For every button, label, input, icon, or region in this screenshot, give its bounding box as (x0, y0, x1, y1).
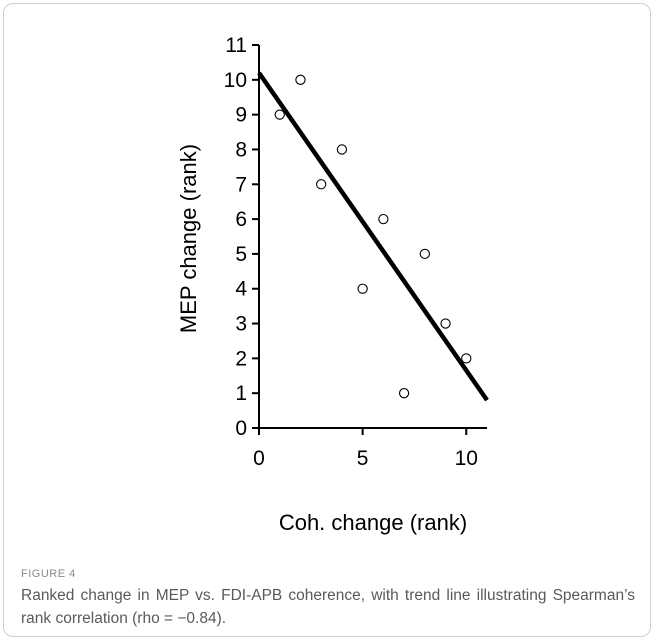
scatter-chart: 0 1 2 3 4 5 6 7 8 9 10 11 0 5 10 Coh. change (rank) MEP … (176, 34, 489, 535)
y-tick-label: 5 (235, 243, 247, 266)
y-tick-label: 3 (235, 313, 247, 336)
y-tick-label: 10 (224, 69, 247, 92)
data-point (461, 353, 472, 364)
figure-frame (3, 3, 651, 637)
y-tick-label: 2 (235, 347, 247, 370)
data-point (357, 283, 368, 294)
x-tick-label: 10 (455, 447, 478, 470)
figure-label: FIGURE 4 (21, 568, 76, 580)
data-point (316, 179, 327, 190)
x-axis-title: Coh. change (rank) (279, 510, 467, 535)
y-tick-label: 11 (225, 34, 247, 57)
data-point (378, 213, 389, 225)
trend-line (257, 71, 489, 402)
y-tick-label: 0 (235, 417, 247, 440)
x-tick-label: 5 (357, 447, 369, 470)
y-axis-title: MEP change (rank) (176, 144, 201, 333)
x-tick-label: 0 (253, 447, 265, 470)
data-point (440, 318, 451, 329)
figure-caption-text: Ranked change in MEP vs. FDI-APB coheren… (21, 587, 635, 627)
y-tick-label: 7 (235, 173, 247, 196)
figure-caption: FIGURE 4 Ranked change in MEP vs. FDI-AP… (21, 568, 635, 630)
data-point (274, 109, 285, 120)
y-tick-label: 4 (235, 278, 247, 301)
y-tick-label: 1 (235, 382, 247, 405)
data-point (419, 248, 430, 260)
y-tick-label: 9 (235, 104, 247, 127)
data-point (295, 74, 306, 85)
y-tick-label: 6 (235, 208, 247, 231)
data-point (398, 388, 410, 399)
y-tick-label: 8 (235, 138, 247, 161)
data-point (336, 144, 348, 155)
